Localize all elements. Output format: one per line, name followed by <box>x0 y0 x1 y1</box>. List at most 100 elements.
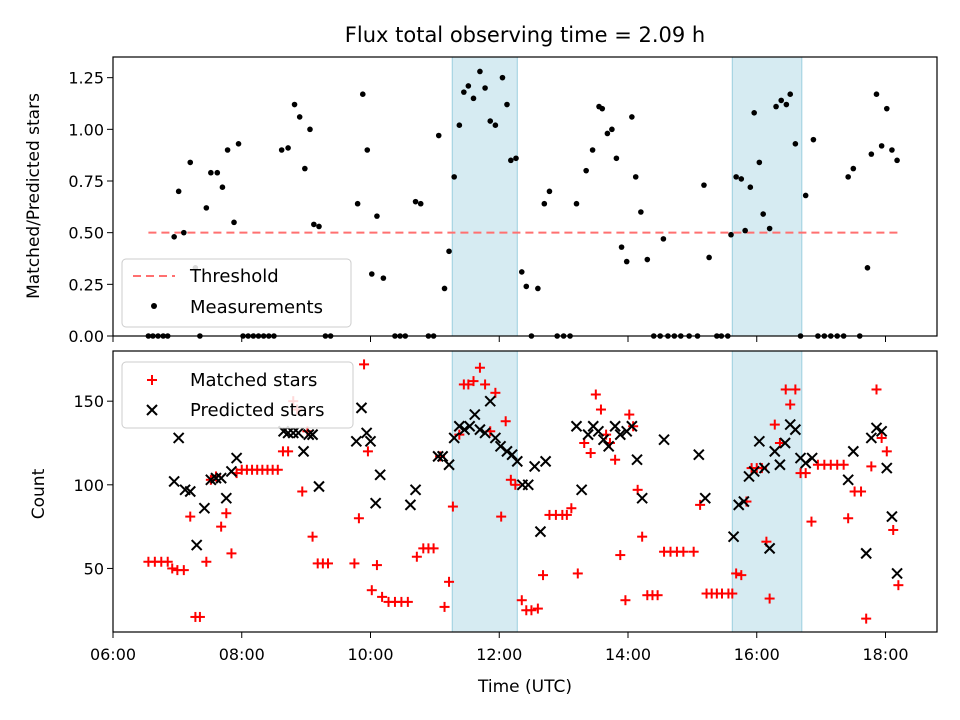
measurement-point <box>604 130 611 137</box>
legend-measurements-swatch <box>151 303 157 309</box>
matched-star-marker <box>861 613 872 624</box>
measurement-point <box>623 258 630 265</box>
predicted-star-marker <box>727 530 740 543</box>
predicted-star-marker <box>575 484 588 496</box>
matched-star-marker <box>447 501 458 512</box>
predicted-star-marker <box>570 420 583 432</box>
predicted-star-marker <box>463 420 476 432</box>
predicted-star-marker <box>369 497 382 509</box>
matched-star-marker <box>323 558 334 569</box>
matched-star-marker <box>843 513 854 524</box>
measurement-point <box>465 83 472 89</box>
measurement-point <box>470 95 477 102</box>
measurement-point <box>878 143 885 149</box>
matched-star-marker <box>353 513 364 524</box>
matched-star-marker <box>856 486 867 497</box>
measurement-point <box>778 97 785 104</box>
matched-star-marker <box>474 362 485 373</box>
measurement-point <box>609 126 615 133</box>
predicted-star-marker <box>409 484 422 496</box>
predicted-star-marker <box>806 452 818 464</box>
measurement-point <box>810 136 817 143</box>
bottom-shaded-span-0 <box>451 350 518 633</box>
top-y-tick-label: 1.00 <box>68 120 104 139</box>
matched-star-marker <box>283 446 294 457</box>
predicted-star-marker <box>220 492 233 504</box>
measurement-point <box>523 283 530 290</box>
measurement-point <box>546 188 553 195</box>
matched-star-marker <box>871 384 882 395</box>
predicted-star-marker <box>636 492 648 504</box>
matched-star-marker <box>888 524 899 535</box>
predicted-star-marker <box>306 428 319 441</box>
matched-star-marker <box>785 399 796 410</box>
predicted-star-marker <box>453 420 466 432</box>
matched-star-marker <box>359 359 370 370</box>
measurement-point <box>441 285 448 292</box>
predicted-star-marker <box>597 433 610 446</box>
measurement-point <box>354 200 361 207</box>
chart-title: Flux total observing time = 2.09 h <box>345 23 705 47</box>
measurement-point <box>873 91 880 97</box>
matched-star-marker <box>595 404 606 415</box>
predicted-star-marker <box>699 492 711 504</box>
predicted-star-marker <box>763 542 776 555</box>
predicted-star-marker <box>302 428 315 441</box>
measurement-point <box>728 231 734 238</box>
measurement-point <box>482 85 488 91</box>
matched-star-marker <box>695 499 706 510</box>
measurement-point <box>706 254 712 261</box>
measurement-point <box>231 219 237 226</box>
bottom-x-tick-label: 14:00 <box>605 645 651 664</box>
measurement-point <box>660 236 667 242</box>
matched-star-marker <box>428 543 439 554</box>
matched-star-marker <box>194 611 205 622</box>
matched-star-marker <box>371 560 382 571</box>
measurement-point <box>291 101 298 108</box>
matched-star-marker <box>780 384 791 395</box>
measurement-point <box>889 147 895 153</box>
bottom-y-ticks: 50 100 150 <box>73 392 113 578</box>
matched-star-marker <box>505 474 516 485</box>
measurement-point <box>477 68 483 75</box>
bottom-legend-box <box>121 361 354 429</box>
predicted-star-marker <box>210 472 222 484</box>
predicted-star-marker <box>494 440 507 453</box>
matched-star-marker <box>652 590 663 601</box>
matched-star-marker <box>377 591 388 602</box>
measurement-point <box>589 147 596 153</box>
matched-star-marker <box>806 516 817 527</box>
matched-star-marker <box>468 376 479 387</box>
matched-star-marker <box>624 409 635 420</box>
top-x-ticks <box>112 336 886 342</box>
predicted-star-marker <box>865 432 878 444</box>
matched-star-marker <box>585 448 596 459</box>
measurement-point <box>644 256 651 263</box>
matched-star-marker <box>881 446 892 457</box>
measurement-point <box>766 225 773 232</box>
measurement-point <box>374 213 380 219</box>
bottom-y-axis-label: Count <box>29 468 49 519</box>
measurement-point <box>302 165 308 172</box>
matched-star-marker <box>561 509 572 520</box>
measurement-point <box>868 151 875 157</box>
measurement-point <box>412 198 419 205</box>
bottom-x-tick-label: 18:00 <box>862 645 908 664</box>
matched-star-marker <box>790 384 801 395</box>
matched-star-marker <box>538 570 549 581</box>
matched-star-marker <box>272 464 283 475</box>
predicted-star-marker <box>789 423 802 436</box>
predicted-star-marker <box>753 435 766 448</box>
measurement-point <box>513 155 519 162</box>
matched-star-marker <box>463 379 474 390</box>
matched-star-marker <box>800 468 811 479</box>
predicted-star-marker <box>842 474 854 486</box>
measurement-point <box>359 91 366 97</box>
top-y-tick-label: 0.00 <box>68 327 104 346</box>
predicted-star-marker <box>469 408 481 421</box>
measurement-point <box>235 141 242 147</box>
measurement-point <box>802 192 809 199</box>
measurement-point <box>638 209 644 215</box>
bottom-shaded-spans <box>451 350 803 633</box>
predicted-star-marker <box>534 525 547 538</box>
